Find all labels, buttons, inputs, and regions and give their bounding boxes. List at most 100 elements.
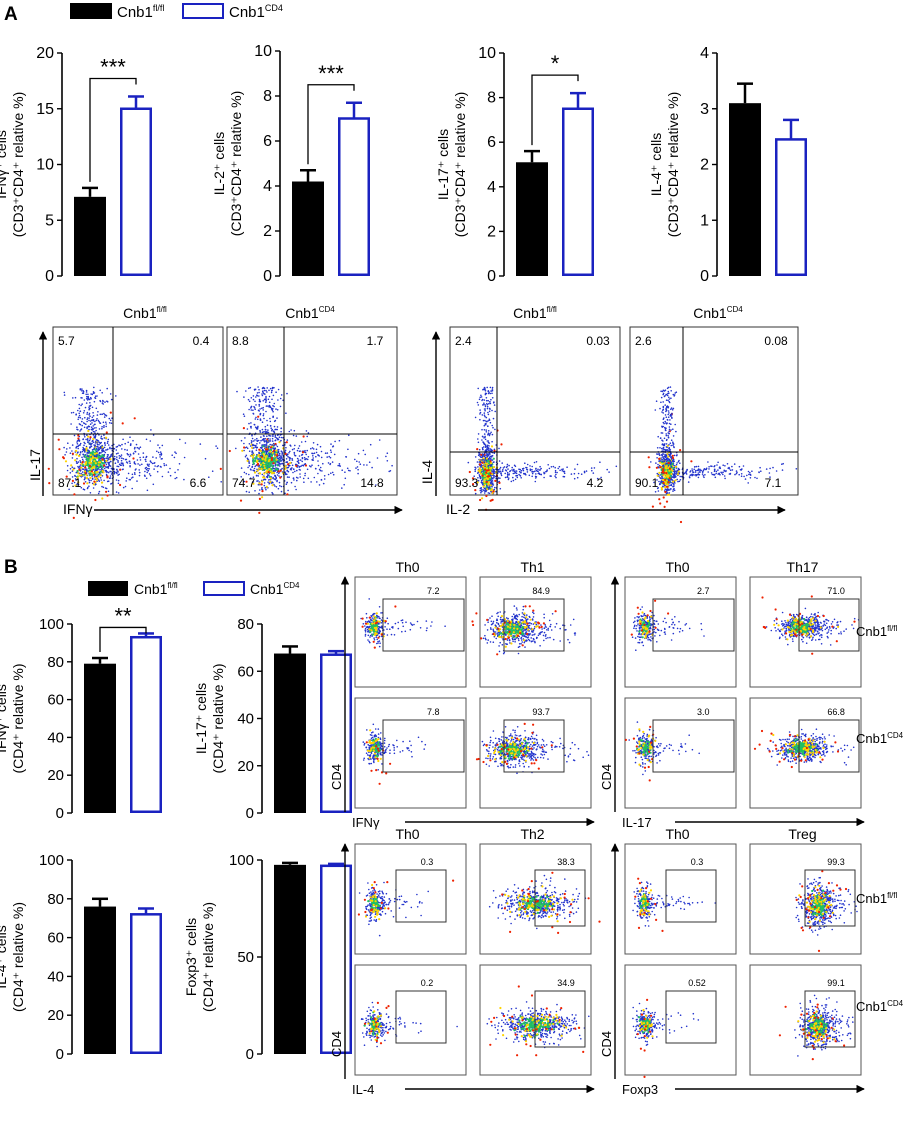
density-dots [632,877,716,933]
y-tick-label: 40 [47,968,64,985]
y-axis-label-sub: (CD3⁺CD4⁺ relative %) [228,91,244,236]
y-tick-label: 8 [487,90,496,107]
legend-b: Cnb1fl/fl Cnb1CD4 [88,581,300,597]
y-tick-label: 50 [237,949,254,966]
significance-bracket [307,84,355,165]
y-tick-label: 80 [47,891,64,908]
flow-plot: 7.2 [354,576,467,688]
y-tick-label: 20 [36,45,54,62]
column-title: Th0 [395,559,419,575]
gate [395,869,447,923]
quadrant-ul: 2.4 [455,334,472,348]
y-tick-label: 20 [47,1007,64,1024]
plot-title: Cnb1CD4 [285,305,335,321]
legend-a: Cnb1fl/fl Cnb1CD4 [70,3,283,21]
panel-label-a: A [4,4,18,25]
y-tick-label: 20 [47,767,64,784]
quadrant-values: 8.8 1.7 74.7 14.8 [232,334,384,490]
y-tick-label: 0 [487,268,496,285]
legend-label-cd4: Cnb1CD4 [229,3,283,21]
y-axis-label: IL-17 [27,449,43,481]
column-title: Th0 [665,559,689,575]
row-label: Cnb1fl/fl [856,891,898,906]
y-axis-label: IFNγ⁺ cells [0,130,9,199]
bar-Cnb1fl/fl [292,181,324,276]
quadrant-ul: 8.8 [232,334,249,348]
plot-frame [226,326,398,496]
bar-Cnb1CD4 [320,864,352,1054]
gate [534,869,586,927]
y-axis-label-sub: (CD4⁺ relative %) [210,663,226,773]
quadrant-lr: 4.2 [587,476,604,490]
quadrant-ll: 74.7 [232,476,256,490]
bar-Cnb1CD4 [775,138,807,276]
flow-plot: 84.9 [471,576,592,688]
x-axis-label: IFNγ [63,501,93,517]
y-axis-label: CD4 [329,764,344,790]
x-axis-label: IL-2 [446,501,470,517]
gate-value: 2.7 [697,586,710,596]
density-dots [624,721,700,782]
gate-value: 38.3 [557,857,575,867]
flow-plot: 2.4 0.03 93.3 4.2 Cnb1fl/fl [449,305,621,511]
y-tick-label: 20 [237,758,254,775]
significance-bracket [89,77,137,182]
flow-group-1: 2.4 0.03 93.3 4.2 Cnb1fl/fl 2.6 0.08 90.1 7.1 Cnb… [419,305,799,524]
bar-chart-b3: 0 20 40 60 80 100 IL-4⁺ cells (CD4⁺ relative %) [0,852,162,1063]
flow-plot: 0.52 [624,964,737,1078]
gate-value: 93.7 [532,707,550,717]
flow-plot: 99.1 [749,964,862,1076]
bar-Cnb1fl/fl [274,864,306,1054]
gate-value: 99.3 [827,857,845,867]
significance-marker: * [551,51,560,76]
column-title: Th0 [395,826,419,842]
y-tick-label: 100 [39,852,64,869]
density-dots [452,871,601,935]
flow-plot: 2.7 [624,576,737,688]
y-tick-label: 60 [47,692,64,709]
y-tick-label: 4 [263,178,272,195]
gate-value: 84.9 [532,586,550,596]
quadrant-lr: 7.1 [765,476,782,490]
y-tick-label: 5 [45,212,54,229]
flow-plot: 0.3 [624,843,737,955]
gate-value: 3.0 [697,707,710,717]
y-axis-label: Foxp3⁺ cells [183,918,199,996]
x-axis-label: IL-17 [622,815,652,830]
flow-plot: 34.9 [479,964,592,1076]
plot-frame [354,576,467,688]
density-dots [753,728,855,769]
y-axis-label-sub: (CD4⁺ relative %) [200,902,216,1012]
gate [382,598,465,652]
y-tick-label: 10 [36,157,54,174]
y-axis-label-sub: (CD4⁺ relative %) [10,663,26,773]
y-tick-label: 80 [237,616,254,633]
gate [804,990,856,1048]
plot-title: Cnb1fl/fl [123,305,167,321]
quadrant-ur: 0.08 [764,334,788,348]
gate [665,990,717,1044]
quadrant-lr: 14.8 [360,476,384,490]
row-label: Cnb1CD4 [856,999,904,1014]
bar-Cnb1CD4 [120,107,152,276]
legend-label-fl: Cnb1fl/fl [134,581,178,597]
density-dots [360,598,446,649]
gate-value: 0.3 [691,857,704,867]
gate [804,869,856,927]
density-dots [471,605,577,656]
flow-plot: 3.0 [624,697,737,809]
y-axis-label: IL-17⁺ cells [435,129,451,200]
y-tick-label: 3 [700,101,709,118]
flow-plots-b: Th0 Th1 7.2 84.9 7.8 93.7 CD4 IFNγ Th0 Th17 2.7 71.… [329,559,904,1097]
y-axis-label: CD4 [329,1031,344,1057]
y-tick-label: 1 [700,212,709,229]
bar-Cnb1CD4 [130,635,162,813]
gate [382,719,465,773]
y-tick-label: 40 [237,711,254,728]
density-dots [357,881,430,937]
y-axis-label-sub: (CD3⁺CD4⁺ relative %) [452,92,468,237]
y-tick-label: 4 [700,45,709,62]
y-tick-label: 6 [263,133,272,150]
y-axis-label-sub: (CD4⁺ relative %) [10,902,26,1012]
flow-plot: 93.7 [475,697,592,809]
